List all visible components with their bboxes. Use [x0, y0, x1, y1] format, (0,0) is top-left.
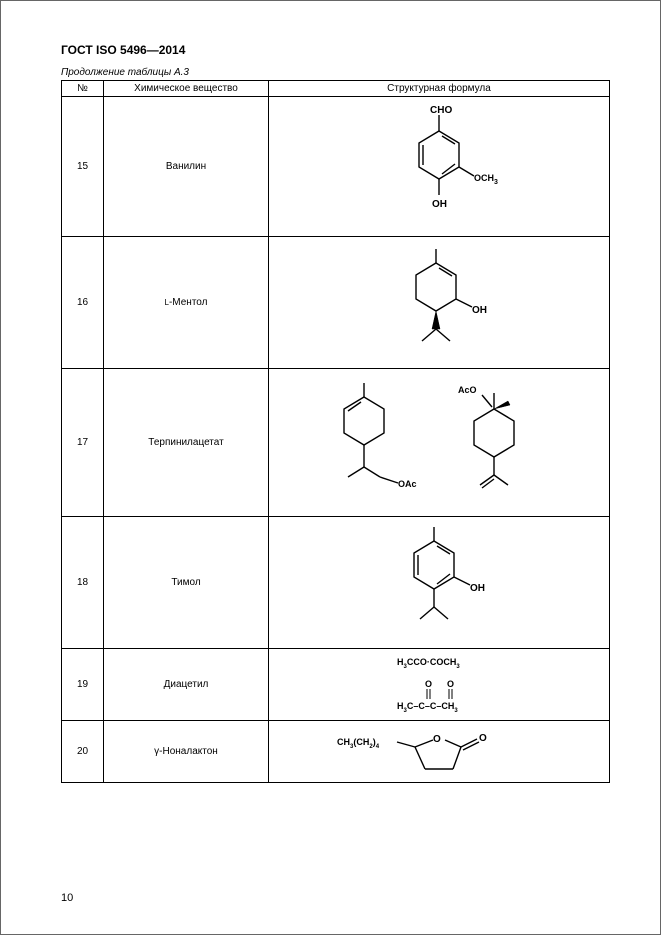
- table-continuation-caption: Продолжение таблицы А.3: [61, 67, 610, 78]
- cell-number: 20: [62, 721, 104, 783]
- cell-substance-name: Диацетил: [104, 649, 269, 721]
- thymol-structure: OH: [364, 521, 514, 645]
- cell-number: 17: [62, 369, 104, 517]
- diacetyl-o2: O: [447, 679, 454, 689]
- label-oh: OH: [432, 199, 447, 210]
- cell-number: 16: [62, 237, 104, 369]
- cell-substance-name: γ-Ноналактон: [104, 721, 269, 783]
- diacetyl-skeletal: H3C–C–C–CH3: [397, 701, 458, 714]
- table-row: 17Терпинилацетат OAc AcO: [62, 369, 610, 517]
- table-body: 15Ванилин CHO OCH3 OH 16L-Ментол OH 17Те…: [62, 97, 610, 783]
- table-header-row: № Химическое вещество Структурная формул…: [62, 81, 610, 97]
- label-oh: OH: [472, 305, 487, 316]
- table-row: 19Диацетил H3CCO·COCH3 O O H3C–C–C–CH3: [62, 649, 610, 721]
- table-row: 20γ-Ноналактон CH3(CH2)4 O O: [62, 721, 610, 783]
- cell-structural-formula: CHO OCH3 OH: [269, 97, 610, 237]
- diacetyl-condensed: H3CCO·COCH3: [397, 657, 460, 670]
- label-oac-left: OAc: [398, 479, 417, 489]
- cell-number: 19: [62, 649, 104, 721]
- table-row: 15Ванилин CHO OCH3 OH: [62, 97, 610, 237]
- cell-structural-formula: OH: [269, 517, 610, 649]
- diacetyl-structure: H3CCO·COCH3 O O H3C–C–C–CH3: [339, 653, 539, 717]
- cell-substance-name: L-Ментол: [104, 237, 269, 369]
- document-standard-title: ГОСТ ISO 5496—2014: [61, 43, 610, 57]
- ring-o: O: [433, 734, 441, 745]
- label-aco-right: AcO: [458, 385, 477, 395]
- cell-substance-name: Терпинилацетат: [104, 369, 269, 517]
- terpinylacetate-structure: OAc AcO: [304, 373, 574, 513]
- table-row: 18Тимол OH: [62, 517, 610, 649]
- cell-structural-formula: OH: [269, 237, 610, 369]
- cell-structural-formula: CH3(CH2)4 O O: [269, 721, 610, 783]
- header-number: №: [62, 81, 104, 97]
- header-formula: Структурная формула: [269, 81, 610, 97]
- cell-number: 18: [62, 517, 104, 649]
- carbonyl-o: O: [479, 733, 487, 744]
- menthol-structure: OH: [364, 241, 514, 365]
- table-row: 16L-Ментол OH: [62, 237, 610, 369]
- nonalactone-structure: CH3(CH2)4 O O: [329, 725, 549, 779]
- diacetyl-o1: O: [425, 679, 432, 689]
- header-substance: Химическое вещество: [104, 81, 269, 97]
- vanillin-structure: CHO OCH3 OH: [374, 101, 504, 233]
- chemical-structures-table: № Химическое вещество Структурная формул…: [61, 80, 610, 783]
- page-number: 10: [61, 892, 73, 904]
- cell-number: 15: [62, 97, 104, 237]
- label-cho: CHO: [430, 105, 452, 116]
- label-och3: OCH3: [474, 173, 498, 186]
- cell-structural-formula: OAc AcO: [269, 369, 610, 517]
- cell-substance-name: Тимол: [104, 517, 269, 649]
- cell-substance-name: Ванилин: [104, 97, 269, 237]
- page-container: ГОСТ ISO 5496—2014 Продолжение таблицы А…: [0, 0, 661, 935]
- label-oh: OH: [470, 583, 485, 594]
- cell-structural-formula: H3CCO·COCH3 O O H3C–C–C–CH3: [269, 649, 610, 721]
- label-pentyl: CH3(CH2)4: [337, 737, 380, 750]
